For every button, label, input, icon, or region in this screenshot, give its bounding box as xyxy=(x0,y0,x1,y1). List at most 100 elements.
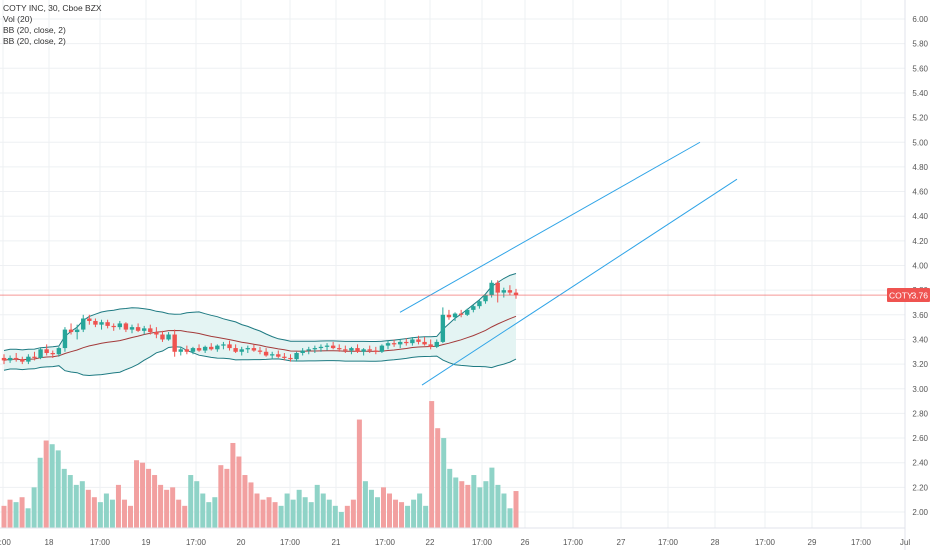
volume-bar xyxy=(350,499,356,528)
legend: COTY INC, 30, Cboe BZX Vol (20) BB (20, … xyxy=(3,3,102,47)
volume-bar xyxy=(278,505,284,528)
candle-body xyxy=(410,339,415,344)
volume-bar xyxy=(91,497,97,528)
candle-body xyxy=(239,349,244,352)
candle-body xyxy=(93,320,98,325)
volume-bar xyxy=(164,489,170,528)
volume-bar xyxy=(387,493,393,528)
x-tick-label: 22 xyxy=(426,538,435,547)
volume-bar xyxy=(218,465,224,528)
candle-body xyxy=(26,356,31,362)
volume-bar xyxy=(314,484,320,528)
volume-bar xyxy=(200,493,206,528)
candle-body xyxy=(489,282,494,296)
volume-bar xyxy=(242,475,248,528)
x-tick-label: 17:00 xyxy=(563,538,584,547)
volume-bar xyxy=(188,475,194,528)
volume-bar xyxy=(7,499,13,528)
volume-bar xyxy=(453,477,459,528)
candle-body xyxy=(397,341,403,345)
legend-volume[interactable]: Vol (20) xyxy=(3,14,33,24)
volume-bar xyxy=(37,457,43,528)
x-tick-label: 21 xyxy=(332,538,341,547)
x-tick-label: 19 xyxy=(142,538,151,547)
volume-bar xyxy=(260,499,266,528)
candle-body xyxy=(452,313,458,318)
candle-body xyxy=(337,348,342,350)
y-tick-label: 2.60 xyxy=(912,434,928,443)
candle-body xyxy=(111,325,116,328)
x-tick-label: 18 xyxy=(45,538,54,547)
candle-body xyxy=(7,357,13,361)
volume-bar xyxy=(429,401,435,528)
candle-body xyxy=(391,343,397,345)
volume-bars xyxy=(1,401,519,528)
bb-fill xyxy=(4,273,516,376)
candle-body xyxy=(215,345,220,350)
volume-bar xyxy=(435,428,441,528)
candle-body xyxy=(129,327,135,330)
legend-symbol[interactable]: COTY INC, 30, Cboe BZX xyxy=(3,3,102,13)
volume-bar xyxy=(495,484,501,528)
y-tick-label: 5.60 xyxy=(912,64,928,73)
volume-bar xyxy=(399,502,405,528)
candle-body xyxy=(251,348,257,351)
volume-bar xyxy=(146,468,152,528)
candle-body xyxy=(330,345,336,349)
y-tick-label: 3.00 xyxy=(912,385,928,394)
legend-bb-1[interactable]: BB (20, close, 2) xyxy=(3,25,66,35)
volume-bar xyxy=(97,502,103,528)
y-tick-label: 5.40 xyxy=(912,89,928,98)
candle-body xyxy=(434,341,439,347)
x-tick-label: 17:00 xyxy=(186,538,207,547)
volume-bar xyxy=(356,419,362,528)
volume-bar xyxy=(152,475,158,528)
candle-body xyxy=(44,349,49,354)
candle-body xyxy=(178,349,183,352)
candle-body xyxy=(105,322,110,326)
candle-body xyxy=(495,282,500,293)
volume-bar xyxy=(477,487,483,528)
candle-body xyxy=(148,328,153,333)
candle-body xyxy=(312,348,318,350)
y-tick-label: 6.00 xyxy=(912,15,928,24)
y-tick-label: 2.20 xyxy=(912,483,928,492)
candles xyxy=(1,280,519,365)
y-tick-label: 4.20 xyxy=(912,237,928,246)
x-tick-label: 17:00 xyxy=(375,538,396,547)
volume-bar xyxy=(230,442,236,528)
volume-bar xyxy=(380,487,386,528)
candle-body xyxy=(471,306,476,310)
volume-bar xyxy=(127,505,133,528)
volume-bar xyxy=(513,491,519,528)
volume-bar xyxy=(212,497,218,528)
candle-body xyxy=(13,357,19,360)
candle-body xyxy=(446,314,452,318)
candle-body xyxy=(440,314,446,342)
candle-body xyxy=(38,349,43,358)
volume-bar xyxy=(501,493,507,528)
candle-body xyxy=(306,349,311,351)
volume-bar xyxy=(441,438,447,528)
volume-bar xyxy=(109,499,115,528)
volume-bar xyxy=(79,481,85,528)
volume-bar xyxy=(115,484,121,528)
candle-body xyxy=(135,327,141,331)
legend-bb-2[interactable]: BB (20, close, 2) xyxy=(3,36,66,46)
y-tick-label: 2.00 xyxy=(912,508,928,517)
y-axis: 6.00 5.80 5.60 5.40 5.20 5.00 4.80 4.60 4.40 4.20… xyxy=(904,0,929,550)
candle-body xyxy=(282,356,287,358)
x-tick-label: 17:00 xyxy=(851,538,872,547)
volume-bar xyxy=(266,497,272,528)
trend-channel xyxy=(399,141,738,386)
volume-bar xyxy=(134,460,140,528)
x-tick-label: 26 xyxy=(521,538,530,547)
candle-body xyxy=(172,334,177,352)
x-axis: 7:00 18 17:00 19 17:00 20 17:00 21 17:00 22 17:00 2… xyxy=(0,527,910,547)
x-tick-label: 17:00 xyxy=(90,538,111,547)
volume-bar xyxy=(224,468,230,528)
volume-bar xyxy=(411,499,417,528)
volume-bar xyxy=(49,444,55,528)
